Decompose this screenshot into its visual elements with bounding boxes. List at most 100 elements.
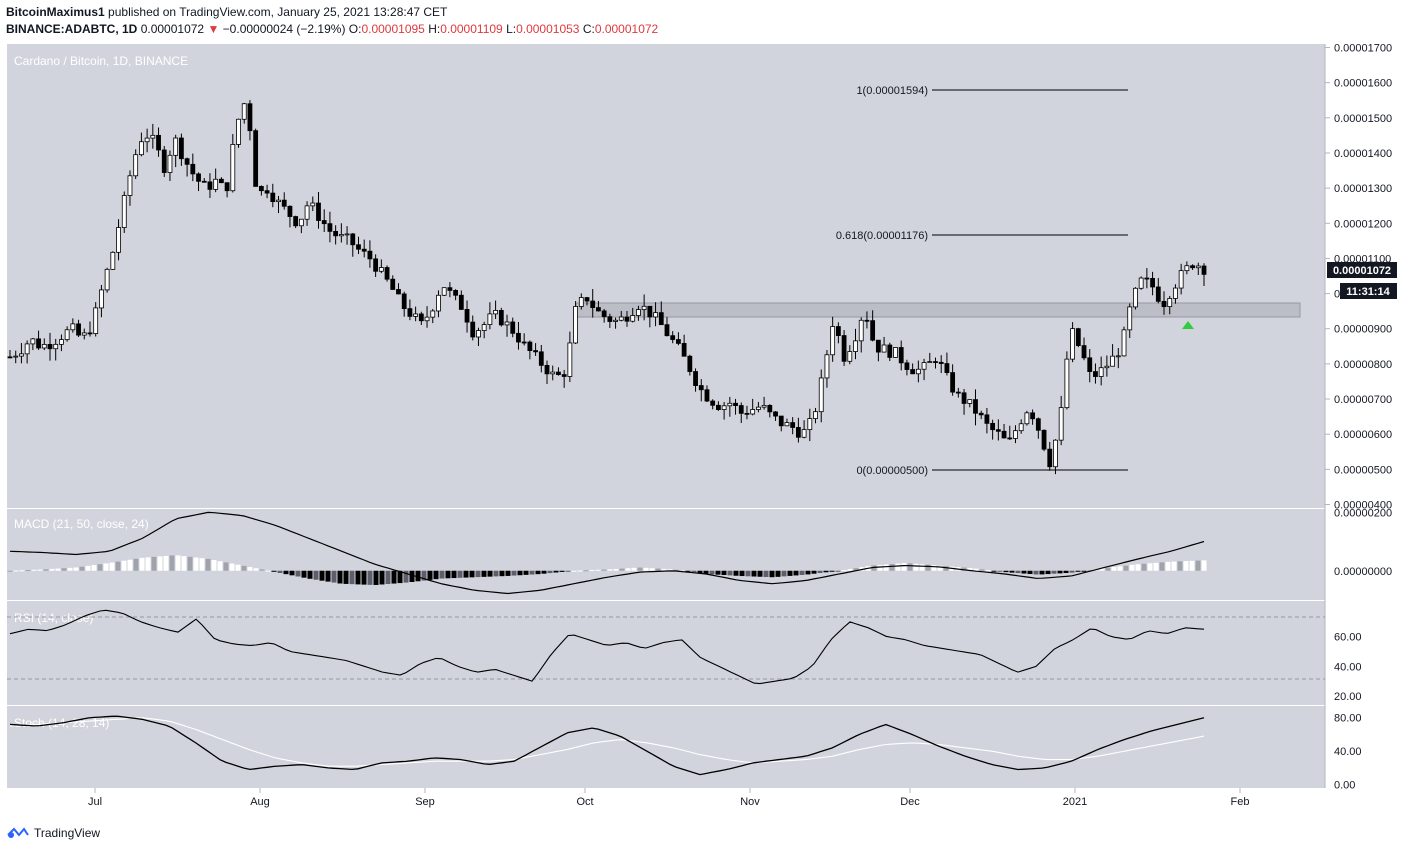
candle-body — [687, 355, 693, 372]
candle-body — [178, 137, 184, 160]
macd-histogram-bar — [487, 570, 493, 577]
candle-body — [1053, 439, 1058, 468]
macd-histogram-bar — [349, 570, 355, 585]
candle-body — [418, 313, 424, 322]
macd-histogram-bar — [1015, 570, 1021, 574]
candle-body — [1178, 270, 1184, 289]
candle-body — [1121, 329, 1127, 357]
macd-histogram-bar — [883, 564, 889, 571]
last-price-badge-text: 0.00001072 — [1333, 265, 1391, 277]
macd-histogram-bar — [1171, 561, 1177, 571]
author-name[interactable]: BitcoinMaximus1 — [6, 5, 105, 19]
price-tick-label: 0.00001200 — [1334, 218, 1392, 230]
candle-body — [453, 290, 459, 296]
symbol-header: BINANCE:ADABTC, 1D 0.00001072 ▼ −0.00000… — [6, 22, 658, 36]
price-tick-label: 0.00000400 — [1334, 499, 1392, 511]
time-tick-label: Sep — [415, 796, 435, 808]
macd-histogram-bar — [889, 564, 895, 571]
tradingview-logo[interactable]: TradingView — [6, 826, 100, 840]
candle-body — [184, 158, 190, 165]
candle-body — [333, 230, 339, 237]
candle-body — [310, 202, 316, 207]
macd-histogram-bar — [505, 570, 511, 576]
candle-body — [1030, 412, 1036, 420]
open-value: 0.00001095 — [361, 22, 425, 36]
macd-histogram-bar — [643, 567, 649, 571]
candle-body — [1104, 365, 1110, 369]
macd-histogram-bar — [1063, 570, 1069, 574]
candle-body — [533, 350, 538, 353]
macd-histogram-bar — [1033, 570, 1039, 575]
resistance-zone[interactable] — [575, 302, 1301, 318]
macd-histogram-bar — [571, 570, 577, 572]
macd-histogram-bar — [1045, 570, 1051, 575]
price-pane-title: Cardano / Bitcoin, 1D, BINANCE — [14, 54, 188, 68]
candle-body — [795, 427, 801, 438]
stoch-k-line — [9, 715, 1205, 776]
time-axis[interactable]: Jul Aug Sep Oct Nov Dec 2021 Feb — [88, 788, 1250, 808]
up-arrow-icon — [1182, 321, 1194, 329]
candle-body — [1201, 265, 1207, 275]
candle-body — [258, 186, 264, 192]
candle-body — [1093, 371, 1098, 377]
macd-histogram-bar — [799, 570, 805, 575]
macd-histogram-bar — [373, 570, 379, 585]
candle-body — [618, 316, 624, 321]
macd-histogram-bar — [463, 570, 469, 578]
candle-body — [213, 178, 219, 190]
macd-histogram-bar — [877, 564, 883, 571]
macd-histogram-bar — [1003, 570, 1009, 573]
macd-histogram-bar — [205, 558, 211, 571]
symbol-label[interactable]: BINANCE:ADABTC, 1D — [6, 22, 138, 36]
candle-body — [853, 340, 858, 352]
candle-body — [716, 404, 721, 410]
candle-body — [1081, 345, 1087, 359]
publish-header: BitcoinMaximus1 published on TradingView… — [6, 5, 447, 19]
macd-histogram-bar — [913, 563, 919, 571]
macd-histogram-bar — [169, 555, 175, 571]
countdown-badge — [1340, 283, 1397, 299]
macd-histogram-bar — [805, 570, 811, 575]
low-label: L: — [506, 22, 517, 36]
candle-body — [430, 310, 436, 318]
stoch-tick-label: 0.00 — [1334, 780, 1355, 792]
macd-histogram-bar — [1021, 570, 1027, 574]
rsi-line — [9, 609, 1205, 685]
macd-histogram-bar — [43, 569, 49, 571]
macd-histogram-bar — [109, 562, 115, 571]
macd-histogram-bar — [361, 570, 367, 585]
candle-body — [767, 404, 773, 413]
macd-histogram-bar — [1027, 570, 1033, 575]
candle-body — [870, 320, 876, 341]
macd-histogram-bar — [847, 569, 853, 571]
macd-histogram-bar — [1135, 564, 1141, 571]
macd-histogram-bar — [247, 567, 253, 571]
candle-body — [858, 319, 864, 342]
candle-body — [516, 332, 521, 343]
macd-histogram-bar — [763, 570, 769, 577]
macd-histogram-bar — [967, 568, 973, 571]
time-tick-label: Oct — [576, 796, 593, 808]
macd-histogram-bar — [973, 568, 979, 571]
candle-body — [378, 267, 384, 272]
macd-histogram-bar — [607, 569, 613, 571]
fib-label-1: 1(0.00001594) — [856, 85, 928, 97]
macd-histogram-bar — [577, 570, 583, 572]
candle-body — [396, 289, 401, 295]
candle-body — [761, 404, 767, 408]
macd-histogram-bar — [793, 570, 799, 576]
macd-histogram-bar — [337, 570, 343, 584]
price-tick-label: 0.00000700 — [1334, 394, 1392, 406]
close-value: 0.00001072 — [594, 22, 659, 36]
candle-body — [658, 312, 664, 326]
candle-body — [567, 342, 573, 377]
candle-body — [1138, 277, 1144, 289]
candle-body — [36, 338, 41, 349]
macd-histogram-bar — [667, 569, 673, 571]
macd-histogram-bar — [1009, 570, 1015, 573]
candle-body — [721, 405, 727, 410]
candle-body — [738, 405, 744, 414]
rsi-tick-label: 40.00 — [1334, 661, 1362, 673]
macd-histogram-bar — [193, 557, 199, 571]
